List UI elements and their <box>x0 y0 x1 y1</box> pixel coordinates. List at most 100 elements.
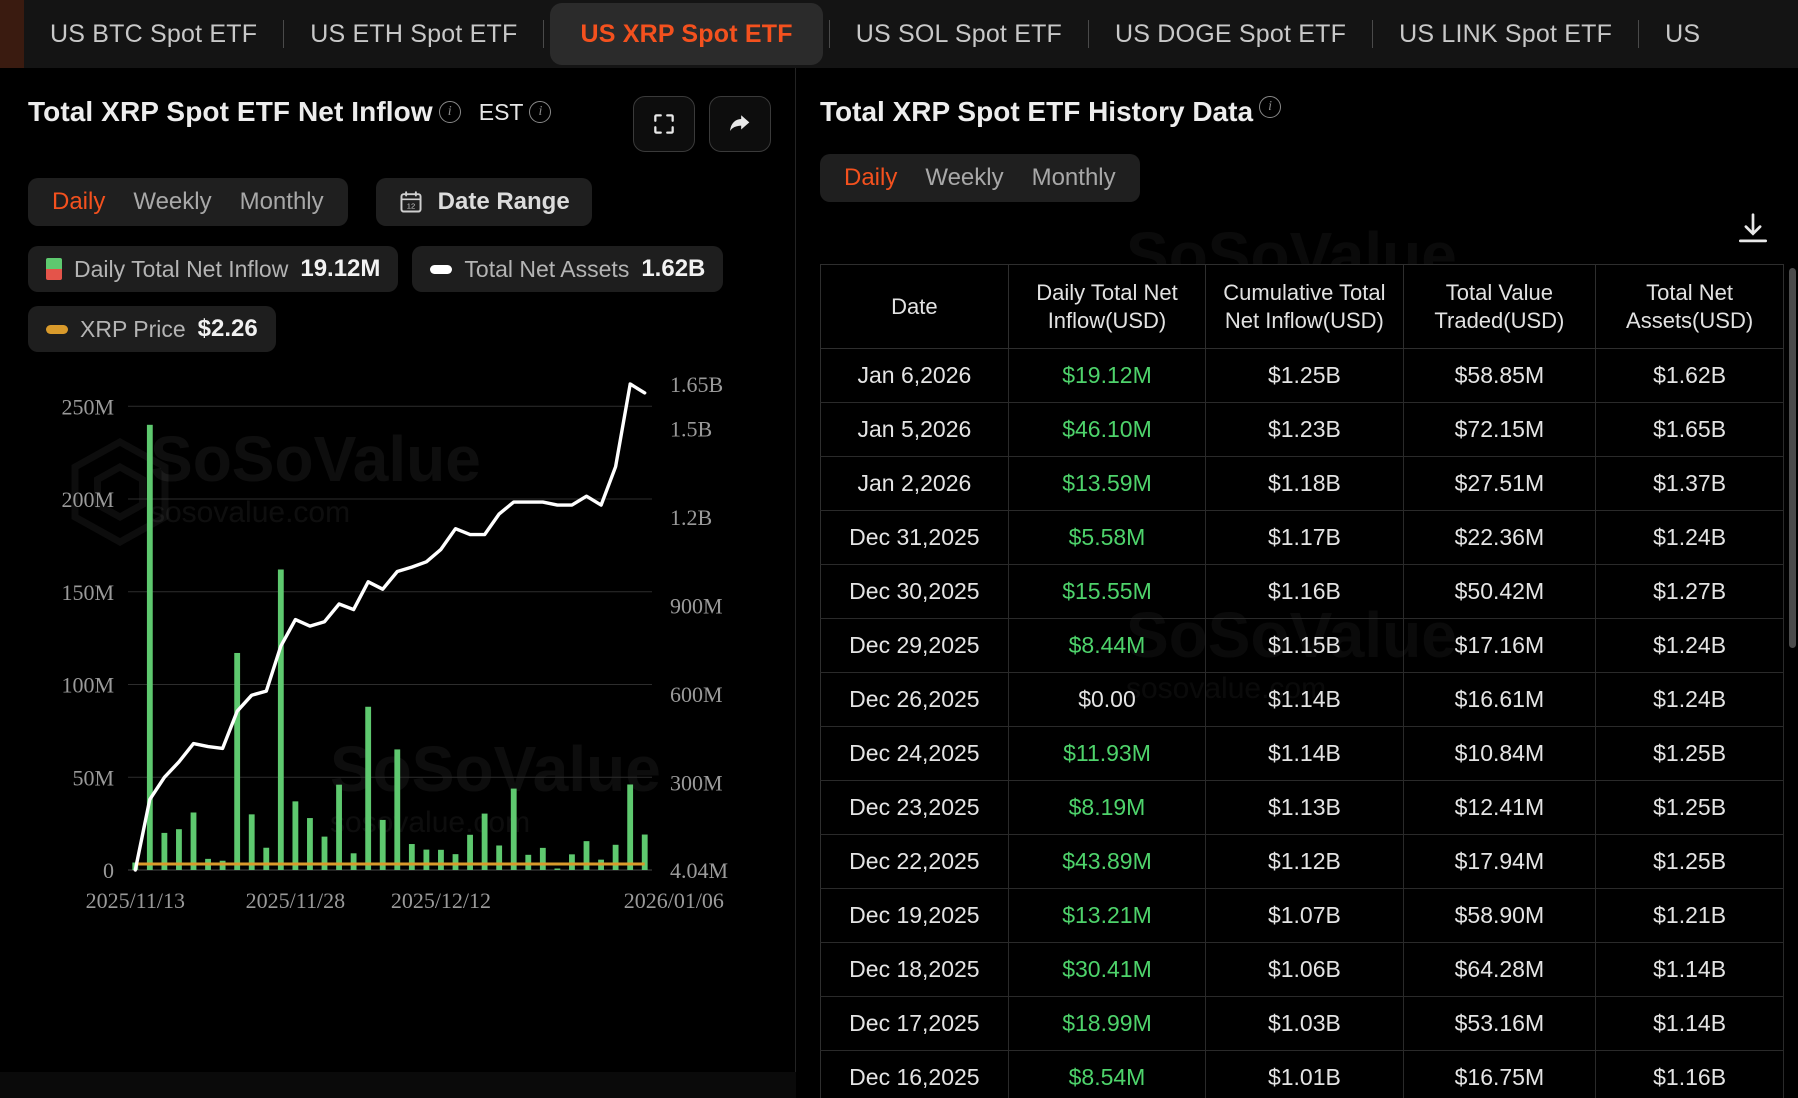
table-cell-traded: $17.94M <box>1402 834 1597 889</box>
table-cell-date: Dec 19,2025 <box>820 888 1009 943</box>
table-cell-date: Dec 17,2025 <box>820 996 1009 1051</box>
chart-bar[interactable] <box>510 788 517 870</box>
chart-bar[interactable] <box>423 849 430 870</box>
table-row[interactable]: Dec 30,2025 $15.55M $1.16B $50.42M $1.27B <box>820 564 1784 619</box>
chart-bar[interactable] <box>569 854 575 870</box>
fullscreen-button[interactable] <box>633 96 695 152</box>
chart-bar[interactable] <box>161 832 168 870</box>
chart-bar[interactable] <box>307 818 313 870</box>
table-row[interactable]: Dec 18,2025 $30.41M $1.06B $64.28M $1.14B <box>820 942 1784 997</box>
table-row[interactable]: Dec 17,2025 $18.99M $1.03B $53.16M $1.14B <box>820 996 1784 1051</box>
table-scrollbar[interactable] <box>1789 268 1796 648</box>
tab-us-eth-spot-etf[interactable]: US ETH Spot ETF <box>310 19 518 48</box>
chart-bar[interactable] <box>452 854 459 870</box>
info-icon-timezone[interactable]: i <box>529 101 552 123</box>
chart-bar[interactable] <box>234 652 241 870</box>
legend-chip-total-net-assets[interactable]: Total Net Assets 1.62B <box>412 246 724 292</box>
chart-bar[interactable] <box>146 424 153 870</box>
history-controls[interactable]: Daily Weekly Monthly <box>820 154 1798 202</box>
table-cell-traded: $16.75M <box>1402 1050 1597 1098</box>
table-cell-assets: $1.25B <box>1595 726 1784 781</box>
chart-legend[interactable]: Daily Total Net Inflow 19.12M Total Net As… <box>0 226 760 352</box>
timezone-label: EST <box>478 98 524 125</box>
chart-bar[interactable] <box>612 844 619 870</box>
table-granularity-monthly[interactable]: Monthly <box>1031 164 1116 191</box>
chart-bar[interactable] <box>408 844 415 870</box>
tab-us-xrp-spot-etf[interactable]: US XRP Spot ETF <box>550 3 823 65</box>
chart-granularity-toggle[interactable]: Daily Weekly Monthly <box>28 178 348 226</box>
tab-us[interactable]: US <box>1665 19 1701 48</box>
table-cell-cumulative: $1.07B <box>1205 888 1404 943</box>
tab-us-link-spot-etf[interactable]: US LINK Spot ETF <box>1399 19 1613 48</box>
table-granularity-toggle[interactable]: Daily Weekly Monthly <box>820 154 1140 202</box>
table-granularity-daily[interactable]: Daily <box>844 164 898 191</box>
chart-bar[interactable] <box>263 847 270 870</box>
chart-bar[interactable] <box>627 784 634 870</box>
chart-bar[interactable] <box>554 868 561 871</box>
tab-us-doge-spot-etf[interactable]: US DOGE Spot ETF <box>1115 19 1347 48</box>
table-row[interactable]: Dec 22,2025 $43.89M $1.12B $17.94M $1.25B <box>820 834 1784 889</box>
table-column-header[interactable]: Cumulative Total Net Inflow(USD) <box>1205 264 1404 349</box>
chart-bar[interactable] <box>277 569 284 870</box>
table-row[interactable]: Dec 24,2025 $11.93M $1.14B $10.84M $1.25B <box>820 726 1784 781</box>
chart-bar[interactable] <box>539 847 546 870</box>
chart-bar[interactable] <box>496 845 503 870</box>
legend-chip-xrp-price[interactable]: XRP Price $2.26 <box>28 306 276 352</box>
chart-bar[interactable] <box>641 834 648 870</box>
chart-bar[interactable] <box>336 784 342 870</box>
chart-bar[interactable] <box>379 819 386 870</box>
chart-bar[interactable] <box>525 854 532 870</box>
table-cell-date: Dec 31,2025 <box>820 510 1009 565</box>
chart-bar[interactable] <box>481 813 488 870</box>
chart-controls[interactable]: Daily Weekly Monthly 12 Date Range <box>0 152 795 226</box>
chart-bar[interactable] <box>583 841 590 870</box>
chart-bar[interactable] <box>176 829 182 870</box>
tab-list[interactable]: US BTC Spot ETF US ETH Spot ETF US XRP Spo… <box>0 0 1726 68</box>
y2-axis-tick-label: 4.04M <box>670 858 728 883</box>
table-column-header[interactable]: Total Value Traded(USD) <box>1402 264 1597 349</box>
chart-bar[interactable] <box>438 849 444 870</box>
chart-bar[interactable] <box>248 814 255 870</box>
info-icon-history[interactable]: i <box>1259 96 1282 118</box>
table-granularity-weekly[interactable]: Weekly <box>925 164 1004 191</box>
tab-us-btc-spot-etf[interactable]: US BTC Spot ETF <box>50 19 258 48</box>
info-icon-title[interactable]: i <box>438 101 461 123</box>
date-range-button[interactable]: 12 Date Range <box>375 178 592 226</box>
table-row[interactable]: Jan 5,2026 $46.10M $1.23B $72.15M $1.65B <box>820 402 1784 457</box>
table-row[interactable]: Jan 2,2026 $13.59M $1.18B $27.51M $1.37B <box>820 456 1784 511</box>
download-button[interactable] <box>1734 210 1772 253</box>
legend-chip-daily-total-net-inflow[interactable]: Daily Total Net Inflow 19.12M <box>28 246 399 292</box>
chart-bar[interactable] <box>394 749 401 870</box>
y-axis-tick-label: 200M <box>61 487 114 512</box>
chart-granularity-weekly[interactable]: Weekly <box>133 188 212 215</box>
table-row[interactable]: Dec 16,2025 $8.54M $1.01B $16.75M $1.16B <box>820 1050 1784 1098</box>
tab-us-sol-spot-etf[interactable]: US SOL Spot ETF <box>855 19 1063 48</box>
chart-svg[interactable]: 0 50M 100M 150M 200M 250M 4.04M 300M 600M 900M 1.2… <box>0 362 796 962</box>
chart-header-actions[interactable] <box>633 96 771 152</box>
chart-bar[interactable] <box>190 812 197 870</box>
table-row[interactable]: Dec 23,2025 $8.19M $1.13B $12.41M $1.25B <box>820 780 1784 835</box>
table-column-header[interactable]: Date <box>820 264 1009 349</box>
table-row[interactable]: Dec 26,2025 $0.00 $1.14B $16.61M $1.24B <box>820 672 1784 727</box>
table-column-header[interactable]: Daily Total Net Inflow(USD) <box>1007 264 1207 349</box>
table-column-header[interactable]: Total Net Assets(USD) <box>1595 264 1784 349</box>
table-row[interactable]: Dec 19,2025 $13.21M $1.07B $58.90M $1.21B <box>820 888 1784 943</box>
asset-tab-bar[interactable]: US BTC Spot ETF US ETH Spot ETF US XRP Spo… <box>0 0 1798 68</box>
table-row[interactable]: Jan 6,2026 $19.12M $1.25B $58.85M $1.62B <box>820 348 1784 403</box>
table-body[interactable]: Jan 6,2026 $19.12M $1.25B $58.85M $1.62B Jan … <box>820 348 1784 1098</box>
chart-bar[interactable] <box>350 853 357 870</box>
chart-bar[interactable] <box>467 834 473 870</box>
table-cell-date: Jan 5,2026 <box>820 402 1009 457</box>
chart-bar[interactable] <box>365 706 372 870</box>
tab-separator <box>1372 20 1374 48</box>
chart-granularity-daily[interactable]: Daily <box>52 188 106 215</box>
history-table-scroll[interactable]: Date Daily Total Net Inflow(USD) Cumulativ… <box>820 264 1784 1098</box>
share-button[interactable] <box>709 96 771 152</box>
chart-bar[interactable] <box>321 836 328 870</box>
chart-granularity-monthly[interactable]: Monthly <box>239 188 324 215</box>
chart-bar[interactable] <box>292 801 299 870</box>
table-row[interactable]: Dec 31,2025 $5.58M $1.17B $22.36M $1.24B <box>820 510 1784 565</box>
legend-label: Daily Total Net Inflow <box>74 255 289 282</box>
y2-axis-tick-label: 900M <box>670 593 723 618</box>
table-row[interactable]: Dec 29,2025 $8.44M $1.15B $17.16M $1.24B <box>820 618 1784 673</box>
